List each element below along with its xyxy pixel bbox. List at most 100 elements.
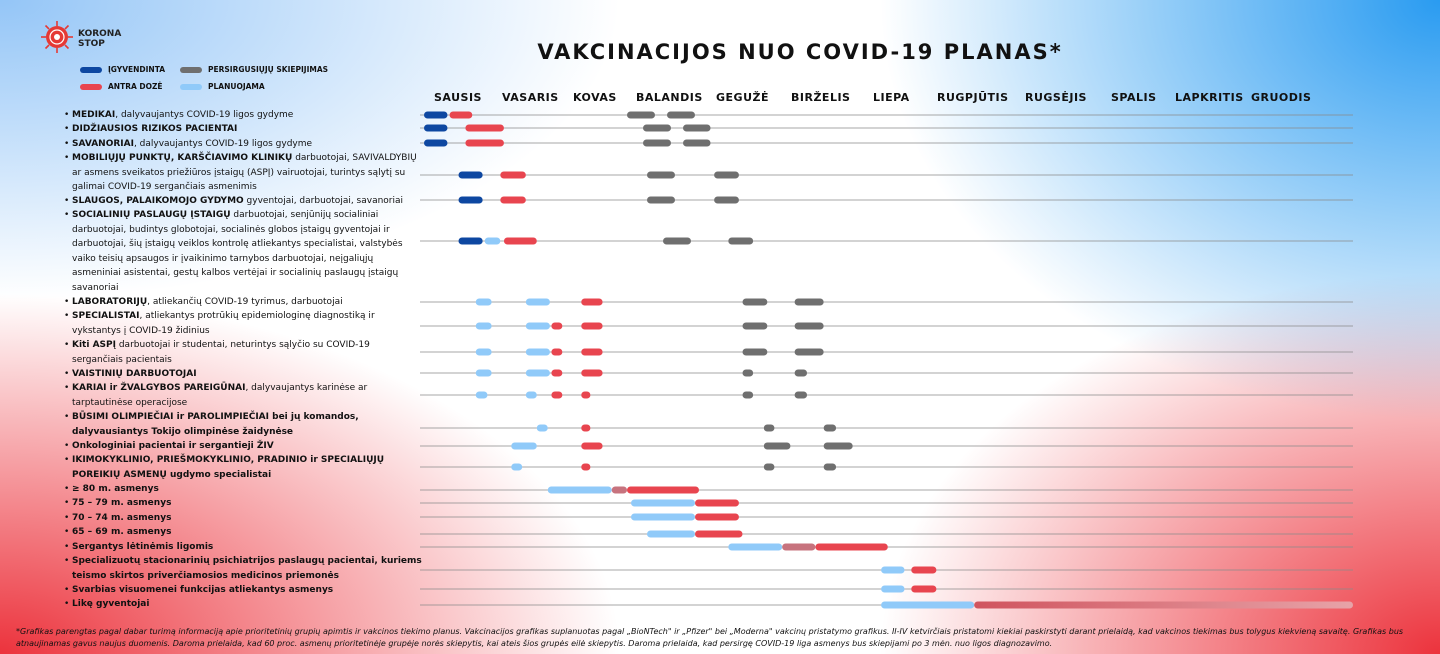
gantt-bar-recovered	[794, 348, 824, 356]
footnote: *Grafikas parengtas pagal dabar turimą i…	[16, 627, 1404, 648]
legend-label-planned: PLANUOJAMA	[208, 82, 265, 91]
group-label: • SLAUGOS, PALAIKOMOJO GYDYMO gyventojai,…	[64, 196, 404, 206]
group-label: • SAVANORIAI, dalyvaujantys COVID-19 ligo…	[64, 139, 313, 149]
gantt-bar-recovered	[667, 111, 695, 119]
month-sausis: SAUSIS	[434, 91, 482, 104]
korona-stop-logo	[41, 21, 73, 53]
gantt-bar-planned	[511, 442, 537, 450]
group-label: • ≥ 80 m. asmenys	[64, 484, 159, 494]
gantt-bar-recovered	[728, 237, 754, 245]
gantt-bar-recovered	[714, 196, 739, 204]
group-label: • MOBILIŲJŲ PUNKTŲ, KARŠČIAVIMO KLINIKŲ d…	[64, 153, 417, 192]
group-label: • VAISTINIŲ DARBUOTOJAI	[64, 369, 197, 379]
month-spalis: SPALIS	[1111, 91, 1157, 104]
month-birzelis: BIRŽELIS	[791, 91, 851, 104]
group-label: • SOCIALINIŲ PASLAUGŲ ĮSTAIGŲ darbuotojai…	[64, 210, 403, 293]
gantt-bar-recovered	[823, 442, 853, 450]
gantt-bar-recovered	[742, 348, 768, 356]
month-balandis: BALANDIS	[636, 91, 703, 104]
gantt-bar-recovered	[683, 139, 711, 147]
group-label: • Svarbias visuomenei funkcijas atliekant…	[64, 585, 334, 595]
month-vasaris: VASARIS	[502, 91, 559, 104]
brand-line-1: KORONA	[78, 29, 122, 39]
gantt-bar-dose2	[503, 237, 537, 245]
group-label: • Sergantys lėtinėmis ligomis	[64, 542, 214, 552]
gantt-bar-done	[424, 124, 448, 132]
month-rugpjutis: RUGPJŪTIS	[937, 91, 1009, 104]
gantt-bar-dose2	[581, 391, 591, 399]
legend-swatch-planned	[180, 83, 202, 90]
gantt-bar-recovered	[683, 124, 711, 132]
brand-line-2: STOP	[78, 39, 105, 49]
gantt-bar-planned	[511, 463, 523, 471]
legend-label-done: ĮGYVENDINTA	[108, 65, 166, 74]
gantt-bar-planned	[475, 369, 492, 377]
gantt-bar-planned	[475, 298, 492, 306]
group-label: • Kiti ASPĮ darbuotojai ir studentai, net…	[64, 340, 370, 365]
gantt-bar-planned	[631, 499, 695, 507]
group-label: • IKIMOKYKLINIO, PRIEŠMOKYKLINIO, PRADINI…	[64, 455, 385, 480]
gantt-bar-dose2	[911, 566, 937, 574]
legend-item-recovered: PERSIRGUSIŲJŲ SKIEPIJIMAS	[180, 65, 328, 74]
month-lapkritis: LAPKRITIS	[1175, 91, 1244, 104]
legend-label-dose2: ANTRA DOZĖ	[108, 82, 163, 91]
group-label: • BŪSIMI OLIMPIEČIAI ir PAROLIMPIEČIAI be…	[64, 412, 359, 437]
gantt-bar-planned	[475, 348, 492, 356]
gantt-bar-dose2	[815, 543, 888, 551]
gantt-bar-done	[458, 237, 483, 245]
gantt-bar-recovered	[823, 463, 837, 471]
gantt-bar-planned	[536, 424, 548, 432]
gantt-bar-dose2	[581, 424, 591, 432]
gantt-bar-recovered	[794, 298, 824, 306]
gantt-bar-planned	[525, 369, 550, 377]
gantt-bar-done	[458, 196, 483, 204]
gantt-bar-planned	[484, 237, 501, 245]
gantt-bar-dose2	[449, 111, 473, 119]
gantt-bar-planned	[475, 322, 492, 330]
gantt-bar-recovered	[794, 369, 808, 377]
gantt-bar-recovered	[763, 442, 791, 450]
legend-item-dose2: ANTRA DOZĖ	[80, 82, 163, 91]
gantt-bar-dose2	[581, 322, 603, 330]
gantt-bar-dose2	[581, 442, 603, 450]
legend-swatch-done	[80, 66, 102, 73]
gantt-bar-dose2	[551, 322, 563, 330]
gantt-bar-recovered	[763, 463, 775, 471]
gantt-bar-dose2	[551, 348, 563, 356]
gantt-bar-planned	[881, 601, 975, 609]
gantt-bar-dose2	[581, 369, 603, 377]
gantt-bar-done	[458, 171, 483, 179]
month-kovas: KOVAS	[573, 91, 617, 104]
gantt-bar-recovered	[643, 124, 671, 132]
gantt-bar-done	[424, 139, 448, 147]
group-label: • SPECIALISTAI, atliekantys protrūkių epi…	[64, 311, 375, 336]
gantt-bar-planned	[647, 530, 695, 538]
gantt-bar-planned	[547, 486, 612, 494]
gantt-bar-mix	[611, 486, 627, 494]
gantt-bar-recovered	[714, 171, 739, 179]
month-rugsejis: RUGSĖJIS	[1025, 91, 1087, 104]
group-label: • LABORATORIJŲ, atliekančių COVID-19 tyri…	[64, 297, 343, 307]
gantt-bar-recovered	[647, 171, 675, 179]
gantt-bar-planned	[525, 322, 550, 330]
gantt-bar-dose2	[465, 124, 504, 132]
gantt-bar-dose2	[465, 139, 504, 147]
gantt-bar-dose2	[500, 171, 526, 179]
month-gruodis: GRUODIS	[1251, 91, 1312, 104]
legend-item-planned: PLANUOJAMA	[180, 82, 265, 91]
group-label: • Specializuotų stacionarinių psichiatrij…	[64, 556, 422, 581]
group-label: • Likę gyventojai	[64, 599, 150, 609]
gantt-bar-dose2	[695, 530, 743, 538]
gantt-bar-dose2	[581, 348, 603, 356]
gantt-bar-dose2	[551, 391, 563, 399]
gantt-bar-planned	[525, 348, 550, 356]
gantt-bar-mix	[782, 543, 816, 551]
group-label: • DIDŽIAUSIOS RIZIKOS PACIENTAI	[64, 124, 238, 134]
group-label: • KARIAI ir ŽVALGYBOS PAREIGŪNAI, dalyvau…	[64, 383, 368, 408]
month-geguze: GEGUŽĖ	[716, 91, 769, 104]
gantt-bar-dose2	[695, 499, 739, 507]
group-label: • 75 – 79 m. asmenys	[64, 498, 172, 508]
legend-item-done: ĮGYVENDINTA	[80, 65, 165, 74]
gantt-bar-dose2	[581, 298, 603, 306]
